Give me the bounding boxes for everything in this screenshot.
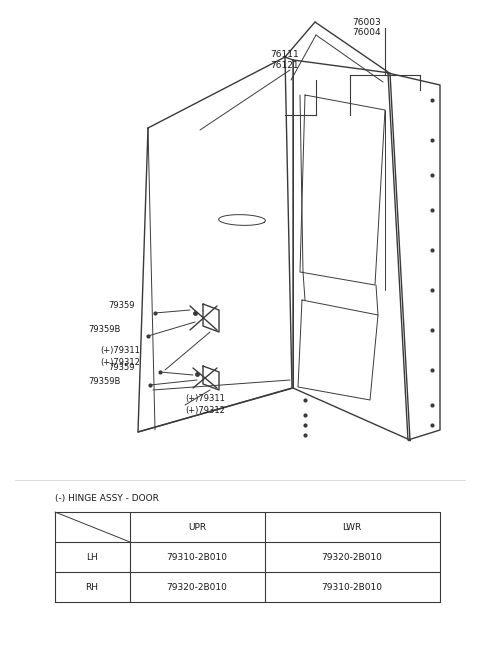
Text: RH: RH [85, 582, 98, 591]
Text: 79310-2B010: 79310-2B010 [322, 582, 383, 591]
Text: (+)79312: (+)79312 [100, 358, 140, 367]
Text: 79359B: 79359B [88, 326, 120, 335]
Text: 79359: 79359 [108, 301, 134, 310]
Text: 79320-2B010: 79320-2B010 [322, 553, 383, 561]
Text: LH: LH [86, 553, 98, 561]
Text: 79320-2B010: 79320-2B010 [167, 582, 228, 591]
Text: 76111
76121: 76111 76121 [270, 50, 299, 69]
Text: (+)79312: (+)79312 [185, 407, 225, 415]
Text: LWR: LWR [342, 523, 361, 531]
Text: (-) HINGE ASSY - DOOR: (-) HINGE ASSY - DOOR [55, 493, 159, 502]
Text: UPR: UPR [188, 523, 206, 531]
Text: 79310-2B010: 79310-2B010 [167, 553, 228, 561]
Text: 79359: 79359 [108, 364, 134, 373]
Text: (+)79311: (+)79311 [185, 394, 225, 403]
Text: (+)79311: (+)79311 [100, 345, 140, 354]
Text: 79359B: 79359B [88, 377, 120, 386]
Text: 76003
76004: 76003 76004 [352, 18, 381, 37]
